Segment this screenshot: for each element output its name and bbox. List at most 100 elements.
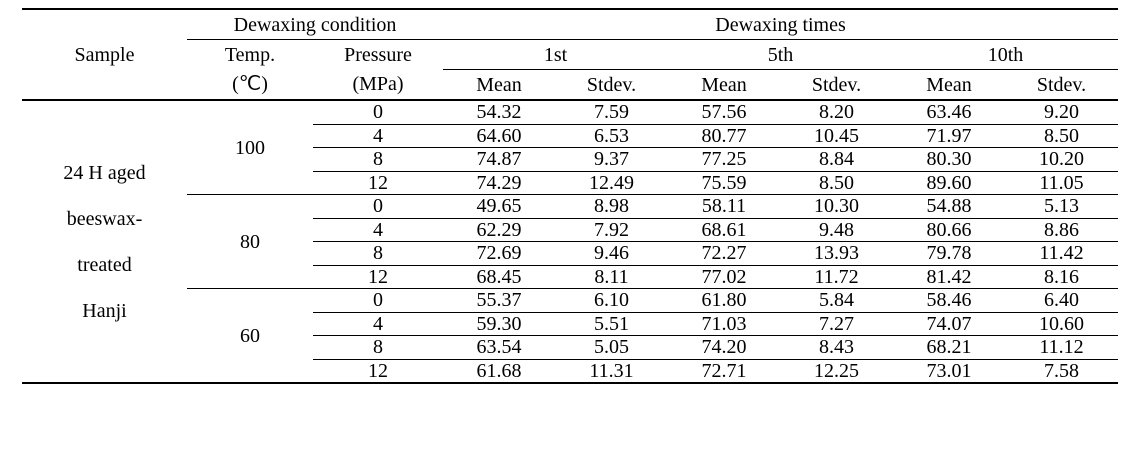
header-cell: Mean — [893, 69, 1005, 101]
value-cell: 9.46 — [555, 241, 668, 266]
value-cell: 63.46 — [893, 100, 1005, 125]
value-cell: 7.58 — [1005, 359, 1119, 384]
value-cell: 8.50 — [1005, 124, 1119, 148]
header-cell: Sample — [22, 8, 187, 101]
value-cell: 71.97 — [893, 124, 1005, 148]
data-row: 8 63.54 5.05 74.20 8.43 68.21 11.12 — [22, 335, 1119, 360]
value-cell: 73.01 — [893, 359, 1005, 384]
pressure-cell: 8 — [313, 335, 443, 360]
data-row: 8 74.87 9.37 77.25 8.84 80.30 10.20 — [22, 147, 1119, 172]
value-cell: 54.88 — [893, 194, 1005, 219]
header-line: Temp. — [224, 43, 276, 66]
value-cell: 89.60 — [893, 171, 1005, 195]
value-cell: 68.61 — [668, 218, 780, 242]
value-cell: 74.29 — [443, 171, 555, 195]
value-cell: 5.51 — [555, 312, 668, 336]
value-cell: 80.77 — [668, 124, 780, 148]
value-cell: 12.49 — [555, 171, 668, 195]
value-cell: 11.12 — [1005, 335, 1119, 360]
header-cell: 5th — [668, 39, 893, 70]
data-row: 12 68.45 8.11 77.02 11.72 81.42 8.16 — [22, 265, 1119, 289]
header-cell: Stdev. — [555, 69, 668, 101]
pressure-cell: 4 — [313, 218, 443, 242]
value-cell: 80.66 — [893, 218, 1005, 242]
value-cell: 8.43 — [780, 335, 893, 360]
value-cell: 79.78 — [893, 241, 1005, 266]
data-row: 4 64.60 6.53 80.77 10.45 71.97 8.50 — [22, 124, 1119, 148]
value-cell: 6.40 — [1005, 288, 1119, 313]
value-cell: 9.37 — [555, 147, 668, 172]
value-cell: 81.42 — [893, 265, 1005, 289]
value-cell: 75.59 — [668, 171, 780, 195]
data-row: 80 0 49.65 8.98 58.11 10.30 54.88 5.13 — [22, 194, 1119, 289]
data-row: 12 74.29 12.49 75.59 8.50 89.60 11.05 — [22, 171, 1119, 195]
value-cell: 72.27 — [668, 241, 780, 266]
header-cell: Mean — [668, 69, 780, 101]
sample-line: 24 H aged — [63, 161, 146, 184]
temp-cell: 100 — [187, 100, 313, 195]
header-cell: Stdev. — [780, 69, 893, 101]
data-row: 4 59.30 5.51 71.03 7.27 74.07 10.60 — [22, 312, 1119, 336]
value-cell: 13.93 — [780, 241, 893, 266]
value-cell: 9.20 — [1005, 100, 1119, 125]
pressure-cell: 12 — [313, 265, 443, 289]
value-cell: 63.54 — [443, 335, 555, 360]
value-cell: 7.27 — [780, 312, 893, 336]
header-cell: 1st — [443, 39, 668, 70]
value-cell: 8.20 — [780, 100, 893, 125]
header-line: (℃) — [232, 72, 268, 95]
value-cell: 6.53 — [555, 124, 668, 148]
value-cell: 61.80 — [668, 288, 780, 313]
pressure-cell: 0 — [313, 100, 443, 125]
value-cell: 5.05 — [555, 335, 668, 360]
value-cell: 71.03 — [668, 312, 780, 336]
header-cell: Temp. (℃) — [187, 39, 313, 101]
value-cell: 77.25 — [668, 147, 780, 172]
value-cell: 68.45 — [443, 265, 555, 289]
value-cell: 11.05 — [1005, 171, 1119, 195]
value-cell: 54.32 — [443, 100, 555, 125]
sample-line: treated — [77, 253, 132, 276]
value-cell: 9.48 — [780, 218, 893, 242]
header-cell: Mean — [443, 69, 555, 101]
header-cell: Dewaxing condition — [187, 8, 443, 40]
value-cell: 61.68 — [443, 359, 555, 384]
header-line: Pressure — [344, 43, 412, 66]
temp-cell: 80 — [187, 194, 313, 289]
value-cell: 8.11 — [555, 265, 668, 289]
value-cell: 59.30 — [443, 312, 555, 336]
header-row: Sample Dewaxing condition Dewaxing times — [22, 8, 1119, 101]
value-cell: 10.30 — [780, 194, 893, 219]
value-cell: 74.07 — [893, 312, 1005, 336]
pressure-cell: 8 — [313, 147, 443, 172]
value-cell: 5.13 — [1005, 194, 1119, 219]
value-cell: 8.50 — [780, 171, 893, 195]
value-cell: 68.21 — [893, 335, 1005, 360]
value-cell: 57.56 — [668, 100, 780, 125]
value-cell: 49.65 — [443, 194, 555, 219]
value-cell: 10.20 — [1005, 147, 1119, 172]
value-cell: 72.71 — [668, 359, 780, 384]
value-cell: 8.84 — [780, 147, 893, 172]
data-row: 60 0 55.37 6.10 61.80 5.84 58.46 6.40 — [22, 288, 1119, 384]
header-row: Temp. (℃) Pressure (MPa) 1st 5th 10th — [22, 39, 1119, 101]
value-cell: 72.69 — [443, 241, 555, 266]
sample-line: beeswax- — [66, 207, 143, 230]
data-row: 12 61.68 11.31 72.71 12.25 73.01 7.58 — [22, 359, 1119, 384]
value-cell: 8.16 — [1005, 265, 1119, 289]
pressure-cell: 0 — [313, 288, 443, 313]
value-cell: 58.46 — [893, 288, 1005, 313]
header-cell: 10th — [893, 39, 1119, 70]
data-row: 4 62.29 7.92 68.61 9.48 80.66 8.86 — [22, 218, 1119, 242]
pressure-cell: 4 — [313, 312, 443, 336]
value-cell: 74.87 — [443, 147, 555, 172]
pressure-cell: 0 — [313, 194, 443, 219]
header-cell: Dewaxing times — [443, 8, 1119, 40]
value-cell: 8.98 — [555, 194, 668, 219]
table-wrap: Sample Dewaxing condition Dewaxing times Te… — [22, 8, 1119, 384]
value-cell: 10.45 — [780, 124, 893, 148]
value-cell: 11.31 — [555, 359, 668, 384]
value-cell: 10.60 — [1005, 312, 1119, 336]
pressure-cell: 12 — [313, 359, 443, 384]
